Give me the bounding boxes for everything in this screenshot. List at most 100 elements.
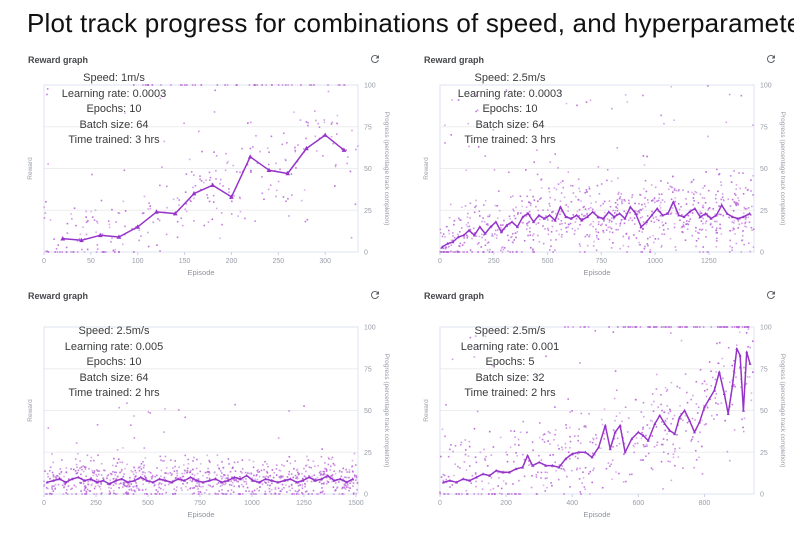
axis-labels: 0 25 50 75 100 0 200 400 600 800 Episode Reward Prog… bbox=[423, 325, 786, 520]
right-axis-label: Progress (percentage track completion) bbox=[779, 354, 786, 468]
annotation-batch-size: Batch size: 64 bbox=[79, 371, 149, 384]
scatter-points bbox=[439, 326, 754, 495]
reward-graph-panel-bottom-right: Reward graph Speed: 2.5m/s Learning rate… bbox=[421, 286, 793, 519]
annotation-epochs: Epochs: 10 bbox=[86, 103, 142, 115]
svg-text:200: 200 bbox=[500, 500, 512, 507]
left-axis-label: Reward bbox=[423, 157, 430, 180]
svg-text:0: 0 bbox=[760, 250, 764, 257]
annotation-epochs: Epochs: 5 bbox=[485, 356, 535, 368]
panel-title: Reward graph bbox=[424, 291, 485, 301]
svg-text:200: 200 bbox=[226, 258, 238, 265]
x-axis-label: Episode bbox=[187, 510, 214, 519]
svg-text:250: 250 bbox=[272, 258, 284, 265]
reward-graph-panel-bottom-left: Reward graph Speed: 2.5m/s Learning rate… bbox=[25, 286, 397, 520]
reward-progress-chart: 0 25 50 75 100 0 50 100 150 200 250 300 Episode Rewar… bbox=[27, 83, 390, 278]
right-axis-label: Progress (percentage track completion) bbox=[383, 354, 390, 468]
svg-text:25: 25 bbox=[760, 450, 768, 457]
svg-text:600: 600 bbox=[632, 500, 644, 507]
svg-text:25: 25 bbox=[364, 450, 372, 457]
hyperparameter-annotation: Speed: 2.5m/s Learning rate: 0.001 Epoch… bbox=[435, 324, 585, 402]
svg-text:1000: 1000 bbox=[244, 500, 260, 507]
svg-text:0: 0 bbox=[364, 492, 368, 499]
svg-text:1000: 1000 bbox=[647, 258, 663, 265]
refresh-icon bbox=[767, 290, 775, 299]
average-reward-line bbox=[443, 347, 751, 484]
refresh-button[interactable] bbox=[763, 52, 779, 68]
svg-text:25: 25 bbox=[760, 208, 768, 215]
svg-text:0: 0 bbox=[438, 258, 442, 265]
svg-text:100: 100 bbox=[760, 325, 772, 332]
svg-text:50: 50 bbox=[87, 258, 95, 265]
average-reward-line bbox=[441, 201, 751, 248]
svg-text:50: 50 bbox=[760, 408, 768, 415]
svg-text:1250: 1250 bbox=[701, 258, 717, 265]
svg-text:25: 25 bbox=[364, 208, 372, 215]
annotation-batch-size: Batch size: 64 bbox=[475, 118, 545, 131]
svg-text:100: 100 bbox=[760, 83, 772, 90]
refresh-button[interactable] bbox=[367, 288, 383, 304]
hyperparameter-annotation: Speed: 2.5m/s Learning rate: 0.0003 Epoc… bbox=[435, 71, 585, 149]
annotation-learning-rate: Learning rate: 0.001 bbox=[460, 340, 560, 353]
panel-title: Reward graph bbox=[28, 55, 89, 65]
average-reward-line bbox=[62, 134, 345, 242]
svg-text:800: 800 bbox=[699, 500, 711, 507]
svg-text:75: 75 bbox=[364, 124, 372, 131]
svg-text:0: 0 bbox=[364, 250, 368, 257]
svg-text:1250: 1250 bbox=[296, 500, 312, 507]
svg-text:75: 75 bbox=[760, 124, 768, 131]
svg-text:500: 500 bbox=[142, 500, 154, 507]
right-axis-label: Progress (percentage track completion) bbox=[779, 112, 786, 226]
annotation-speed: Speed: 2.5m/s bbox=[78, 325, 150, 337]
panel-title: Reward graph bbox=[424, 55, 485, 65]
svg-text:100: 100 bbox=[132, 258, 144, 265]
left-axis-label: Reward bbox=[27, 399, 34, 422]
svg-text:100: 100 bbox=[364, 325, 376, 332]
x-axis-label: Episode bbox=[583, 268, 610, 277]
svg-text:500: 500 bbox=[542, 258, 554, 265]
refresh-button[interactable] bbox=[763, 288, 779, 304]
annotation-learning-rate: Learning rate: 0.005 bbox=[64, 340, 164, 353]
annotation-speed: Speed: 2.5m/s bbox=[474, 72, 546, 84]
hyperparameter-annotation: Speed: 2.5m/s Learning rate: 0.005 Epoch… bbox=[39, 324, 189, 402]
svg-text:0: 0 bbox=[42, 500, 46, 507]
annotation-time-trained: Time trained: 2 hrs bbox=[464, 387, 556, 399]
annotation-epochs: Epochs: 10 bbox=[86, 356, 142, 368]
svg-text:300: 300 bbox=[319, 258, 331, 265]
svg-text:250: 250 bbox=[90, 500, 102, 507]
svg-text:0: 0 bbox=[760, 492, 764, 499]
left-axis-label: Reward bbox=[27, 157, 34, 180]
svg-text:0: 0 bbox=[438, 500, 442, 507]
line-markers bbox=[45, 473, 355, 486]
hyperparameter-annotation: Speed: 1m/s Learning rate: 0.0003 Epochs… bbox=[39, 71, 189, 149]
annotation-time-trained: Time trained: 3 hrs bbox=[464, 134, 556, 146]
svg-text:1500: 1500 bbox=[348, 500, 364, 507]
annotation-speed: Speed: 1m/s bbox=[83, 72, 145, 84]
svg-text:50: 50 bbox=[760, 166, 768, 173]
reward-progress-chart: 0 25 50 75 100 0 200 400 600 800 Episode Reward Prog… bbox=[423, 325, 786, 520]
svg-text:750: 750 bbox=[595, 258, 607, 265]
x-axis-label: Episode bbox=[583, 510, 610, 519]
annotation-epochs: Epochs: 10 bbox=[482, 103, 538, 115]
average-reward-line bbox=[46, 474, 354, 485]
svg-text:750: 750 bbox=[194, 500, 206, 507]
svg-text:400: 400 bbox=[566, 500, 578, 507]
refresh-icon bbox=[371, 290, 379, 299]
panel-title: Reward graph bbox=[28, 291, 89, 301]
annotation-batch-size: Batch size: 32 bbox=[475, 371, 545, 384]
refresh-icon bbox=[371, 54, 379, 63]
reward-graph-panel-top-left: Reward graph Speed: 1m/s Learning rate: … bbox=[25, 50, 397, 282]
axis-labels: 0 25 50 75 100 0 50 100 150 200 250 300 Episode Rewar… bbox=[27, 83, 390, 278]
annotation-speed: Speed: 2.5m/s bbox=[474, 325, 546, 337]
svg-text:100: 100 bbox=[364, 83, 376, 90]
svg-text:0: 0 bbox=[42, 258, 46, 265]
svg-text:50: 50 bbox=[364, 166, 372, 173]
svg-text:250: 250 bbox=[488, 258, 500, 265]
annotation-batch-size: Batch size: 64 bbox=[79, 118, 149, 131]
refresh-button[interactable] bbox=[367, 52, 383, 68]
left-axis-label: Reward bbox=[423, 399, 430, 422]
svg-text:75: 75 bbox=[760, 366, 768, 373]
scatter-points bbox=[43, 84, 359, 253]
annotation-learning-rate: Learning rate: 0.0003 bbox=[61, 87, 167, 100]
